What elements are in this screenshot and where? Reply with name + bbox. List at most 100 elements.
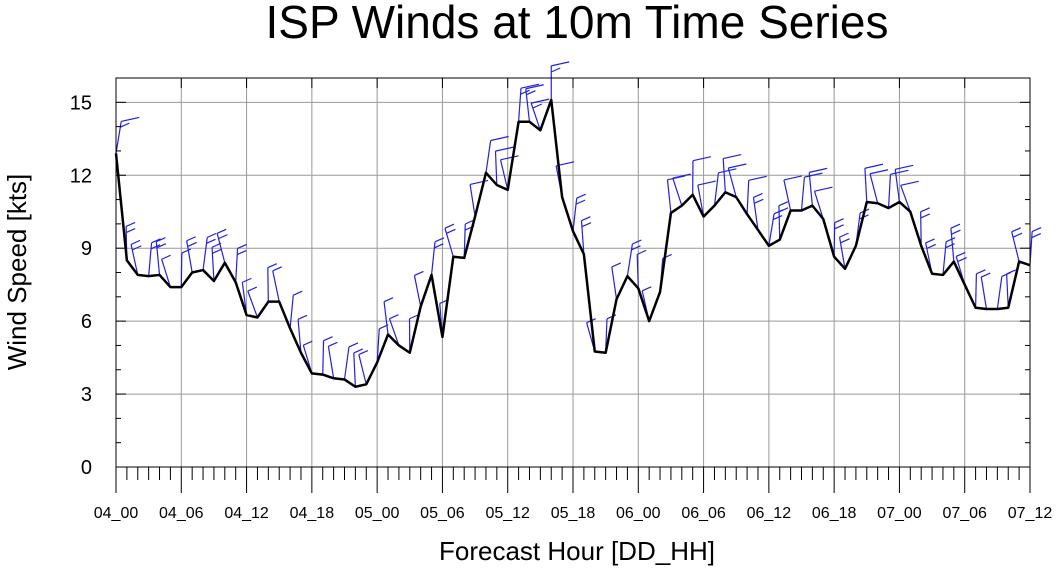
- barb-feather: [697, 180, 716, 186]
- barb-feather: [926, 243, 937, 249]
- barb-feather: [576, 193, 586, 199]
- barb-staff: [494, 151, 498, 185]
- barb-feather: [945, 237, 956, 243]
- wind-barb: [672, 173, 691, 206]
- barb-feather: [500, 155, 519, 161]
- barb-feather: [409, 314, 419, 320]
- barb-staff: [485, 140, 492, 173]
- barb-staff: [247, 290, 259, 318]
- wind-barb: [550, 61, 570, 100]
- barb-staff: [180, 253, 183, 288]
- wind-barb: [722, 154, 742, 193]
- wind-barb: [517, 83, 540, 122]
- wind-barb: [247, 286, 259, 318]
- barb-feather: [950, 223, 961, 229]
- barb-feather: [520, 89, 530, 95]
- wind-barb: [202, 232, 217, 271]
- x-tick-label: 06_00: [616, 505, 661, 522]
- barb-staff: [235, 248, 239, 283]
- barb-feather: [611, 262, 622, 268]
- barb-staff: [383, 301, 389, 335]
- barb-feather: [581, 216, 591, 222]
- barb-feather: [358, 350, 369, 356]
- barb-staff: [343, 346, 350, 380]
- x-tick-labels: 04_00 04_06 04_12 04_18 05_00 05_06 05_12 05_18…: [94, 505, 1053, 522]
- barb-feather: [551, 61, 570, 67]
- barb-staff: [289, 295, 294, 329]
- barb-feather: [520, 83, 540, 89]
- barb-feather: [748, 175, 767, 181]
- barb-staff: [358, 354, 367, 385]
- wind-barb: [388, 314, 400, 346]
- barb-feather: [272, 266, 282, 272]
- barb-staff: [572, 198, 578, 232]
- barb-feather: [951, 229, 961, 235]
- barb-feather: [839, 232, 849, 238]
- barb-feather: [532, 103, 543, 109]
- x-tick-label: 07_06: [942, 505, 987, 522]
- barb-feather: [945, 243, 955, 249]
- barb-feather: [236, 250, 247, 256]
- barb-feather: [181, 248, 192, 254]
- barb-feather: [900, 180, 919, 186]
- x-tick-label: 05_18: [551, 505, 596, 522]
- wind-barb: [752, 192, 764, 231]
- barb-feather: [389, 314, 399, 320]
- barb-staff: [267, 267, 269, 302]
- barb-feather: [814, 186, 833, 192]
- barb-feather: [809, 167, 828, 173]
- wind-barb: [297, 314, 308, 353]
- barb-staff: [894, 169, 901, 203]
- barb-feather: [207, 232, 217, 238]
- barb-feather: [631, 245, 641, 251]
- barb-feather: [692, 156, 712, 162]
- wind-barb: [155, 237, 167, 275]
- wind-barb: [430, 237, 445, 275]
- wind-barb: [289, 290, 303, 329]
- barb-feather: [216, 228, 227, 234]
- barb-staff: [161, 259, 171, 288]
- barb-feather: [718, 168, 737, 174]
- wind-barb: [499, 155, 519, 190]
- barb-staff: [376, 328, 380, 363]
- barb-staff: [887, 174, 892, 209]
- barb-staff: [611, 266, 618, 300]
- barb-feather: [130, 239, 141, 245]
- barb-feather: [575, 199, 586, 205]
- barb-feather: [632, 239, 642, 245]
- barb-staff: [722, 158, 726, 193]
- barb-staff: [672, 177, 683, 206]
- wind-barb: [813, 186, 833, 220]
- x-tick-label: 07_00: [877, 505, 922, 522]
- wind-barb: [636, 249, 647, 289]
- wind-barb: [942, 237, 956, 275]
- x-tick-label: 06_12: [747, 505, 792, 522]
- barb-feather: [161, 254, 171, 260]
- barb-feather: [1011, 227, 1021, 233]
- wind-barb: [974, 269, 986, 308]
- barb-feather: [414, 270, 424, 277]
- barb-feather: [1012, 232, 1023, 238]
- barb-feather: [869, 169, 889, 175]
- barb-staff: [813, 190, 824, 220]
- barb-staff: [636, 254, 639, 289]
- wind-barb: [161, 254, 171, 288]
- wind-barb: [1011, 227, 1023, 262]
- barb-staff: [900, 185, 911, 212]
- x-tick-label: 04_18: [290, 505, 335, 522]
- barb-staff: [322, 340, 325, 375]
- wind-barb: [713, 168, 737, 206]
- x-tick-label: 05_00: [355, 505, 400, 522]
- barb-feather: [1031, 233, 1041, 239]
- barb-feather: [150, 244, 161, 250]
- barb-feather: [526, 90, 536, 96]
- barb-feather: [303, 340, 313, 346]
- y-tick-label: 15: [70, 92, 92, 114]
- barb-staff: [469, 184, 476, 217]
- barb-staff: [727, 167, 737, 198]
- barb-feather: [328, 341, 338, 347]
- wind-barb: [697, 180, 716, 217]
- barb-staff: [833, 222, 836, 257]
- wind-barb: [408, 314, 419, 353]
- barb-feather: [434, 243, 444, 249]
